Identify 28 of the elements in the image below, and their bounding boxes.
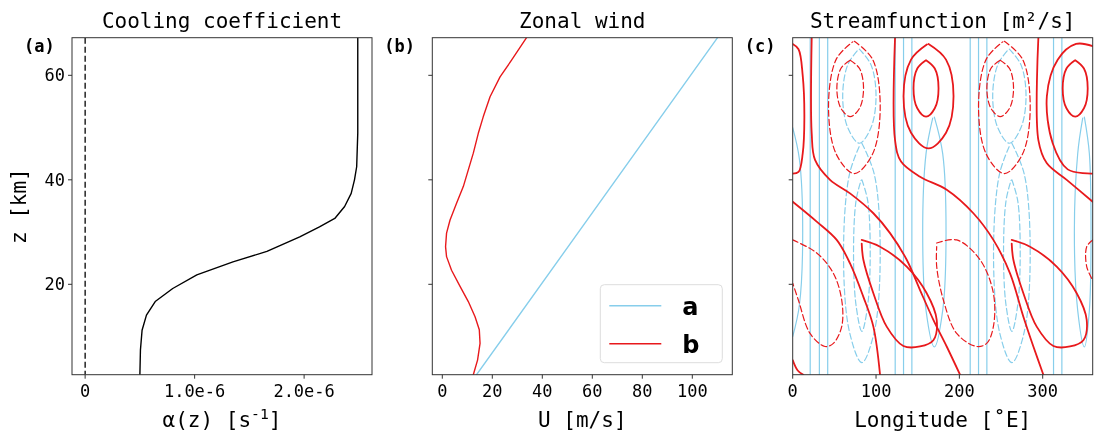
x-tick-label: 20: [482, 380, 503, 401]
chart-title: Streamfunction [m²/s]: [809, 8, 1076, 33]
x-tick-label: 300: [1027, 380, 1059, 401]
text: (b): [384, 35, 416, 56]
y-tick-label: 60: [44, 65, 65, 86]
x-tick-label: 200: [944, 380, 975, 401]
x-axis-title: α(z) [s$^{-1}$]: [162, 404, 282, 432]
legend-label: b: [682, 330, 700, 359]
x-axis-title: U [m/s]: [538, 407, 627, 432]
x-tick-label: 2.0e-6: [273, 380, 335, 401]
x-axis-title: Longitude [˚E]: [854, 407, 1032, 432]
text: (c): [744, 35, 776, 56]
x-tick-label: 0: [80, 380, 91, 401]
x-tick-label: 1.0e-6: [163, 380, 226, 401]
y-tick-label: 20: [44, 274, 65, 295]
y-axis-title: z [km]: [7, 168, 31, 245]
y-tick-label: 40: [44, 169, 65, 190]
x-tick-label: 0: [787, 380, 798, 401]
x-tick-label: 40: [532, 380, 553, 401]
text: (a): [24, 35, 55, 56]
x-tick-label: 100: [676, 380, 708, 401]
x-tick-label: 60: [582, 380, 603, 401]
chart-title: Cooling coefficient: [101, 8, 343, 33]
x-tick-label: 0: [437, 380, 448, 401]
chart-title: Zonal wind: [519, 8, 646, 33]
legend-label: a: [682, 292, 699, 321]
x-tick-label: 100: [860, 380, 892, 401]
x-tick-label: 80: [632, 380, 653, 401]
